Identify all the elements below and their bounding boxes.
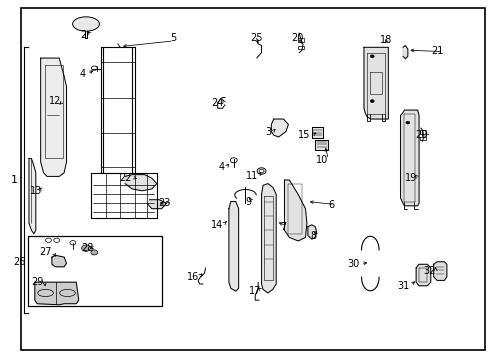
Polygon shape bbox=[433, 262, 446, 280]
Bar bbox=[419, 136, 425, 140]
Text: 17: 17 bbox=[249, 286, 261, 296]
Polygon shape bbox=[271, 119, 288, 137]
Polygon shape bbox=[261, 184, 276, 293]
Circle shape bbox=[91, 250, 98, 255]
Text: 32: 32 bbox=[423, 266, 435, 276]
Bar bbox=[298, 39, 304, 42]
Polygon shape bbox=[311, 127, 323, 138]
Text: 3: 3 bbox=[264, 127, 271, 136]
Text: 12: 12 bbox=[49, 96, 61, 106]
Text: 27: 27 bbox=[40, 247, 52, 257]
Text: 25: 25 bbox=[250, 33, 263, 43]
Text: 20: 20 bbox=[414, 130, 427, 140]
Text: 30: 30 bbox=[346, 259, 358, 269]
Text: 24: 24 bbox=[211, 98, 224, 108]
Polygon shape bbox=[35, 282, 79, 305]
Circle shape bbox=[405, 121, 409, 124]
Text: 9: 9 bbox=[245, 197, 251, 207]
Text: 4: 4 bbox=[219, 162, 224, 172]
Polygon shape bbox=[125, 175, 157, 191]
Polygon shape bbox=[363, 47, 387, 119]
Bar bbox=[27, 236, 161, 306]
Text: 6: 6 bbox=[328, 200, 334, 210]
Text: 23: 23 bbox=[158, 198, 170, 208]
Polygon shape bbox=[228, 202, 238, 291]
Polygon shape bbox=[52, 255, 66, 267]
Text: 19: 19 bbox=[405, 173, 417, 183]
Text: 1: 1 bbox=[11, 175, 18, 185]
Text: 29: 29 bbox=[31, 277, 43, 287]
Polygon shape bbox=[402, 45, 407, 59]
Circle shape bbox=[81, 245, 90, 251]
Polygon shape bbox=[284, 180, 306, 241]
Text: 21: 21 bbox=[430, 46, 443, 56]
Text: 13: 13 bbox=[30, 186, 42, 196]
Text: 14: 14 bbox=[210, 220, 223, 230]
Text: 11: 11 bbox=[245, 171, 258, 181]
Text: 26: 26 bbox=[14, 257, 26, 267]
Polygon shape bbox=[29, 158, 36, 234]
Text: 10: 10 bbox=[315, 155, 328, 165]
Text: 4: 4 bbox=[80, 69, 86, 79]
Ellipse shape bbox=[73, 17, 99, 31]
Circle shape bbox=[369, 55, 373, 58]
Text: 31: 31 bbox=[396, 281, 408, 291]
Bar bbox=[419, 130, 425, 134]
Polygon shape bbox=[315, 140, 328, 149]
Polygon shape bbox=[147, 200, 166, 209]
Text: 22: 22 bbox=[119, 173, 131, 183]
Text: 20: 20 bbox=[290, 33, 303, 43]
Circle shape bbox=[369, 100, 373, 103]
Text: 18: 18 bbox=[379, 35, 391, 45]
Text: 8: 8 bbox=[310, 231, 316, 240]
Text: 7: 7 bbox=[279, 222, 285, 231]
Text: 28: 28 bbox=[81, 243, 93, 253]
Text: 2: 2 bbox=[80, 30, 86, 40]
Polygon shape bbox=[307, 225, 316, 239]
Bar bbox=[298, 45, 304, 49]
Text: 5: 5 bbox=[170, 33, 177, 43]
Polygon shape bbox=[415, 264, 430, 286]
Polygon shape bbox=[400, 110, 418, 206]
Polygon shape bbox=[41, 58, 66, 176]
Text: 16: 16 bbox=[187, 272, 199, 282]
Text: 15: 15 bbox=[297, 130, 310, 140]
